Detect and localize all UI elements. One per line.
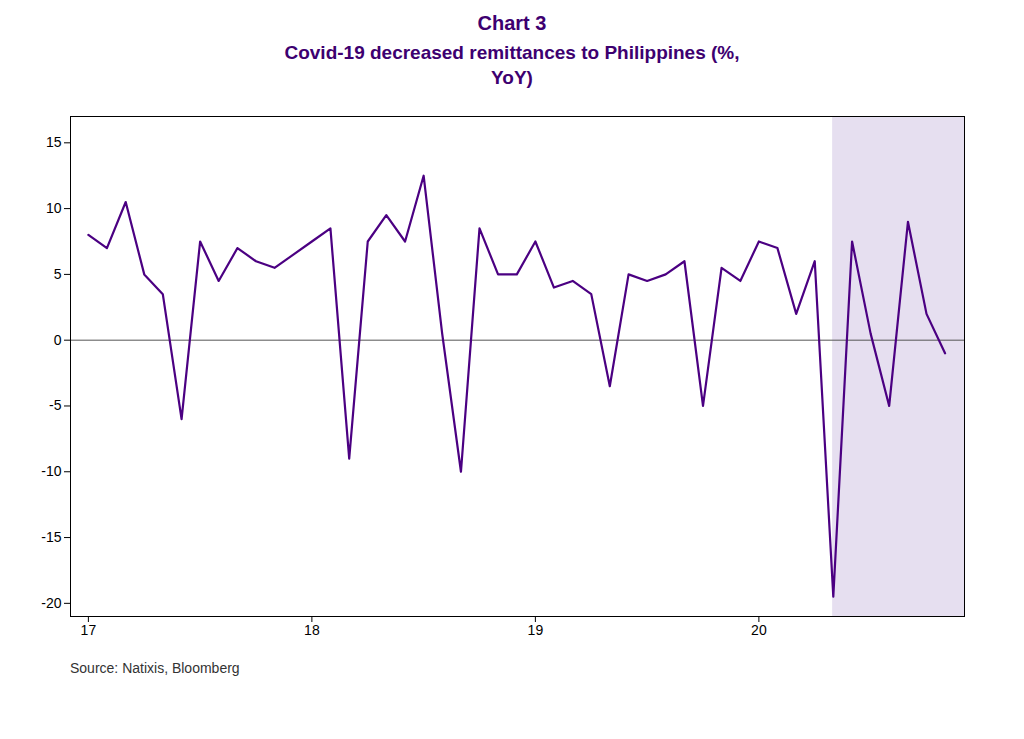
svg-text:5: 5 bbox=[54, 266, 62, 282]
html-text:Chart 3: Chart 3 bbox=[477, 12, 547, 34]
html-text:Covid-19 decreased remittances: Covid-19 decreased remittances to Philip… bbox=[284, 42, 740, 88]
svg-text:20: 20 bbox=[751, 623, 767, 639]
svg-text:10: 10 bbox=[46, 200, 62, 216]
svg-text:15: 15 bbox=[46, 135, 62, 151]
svg-text:-15: -15 bbox=[41, 529, 61, 545]
svg-text:-10: -10 bbox=[41, 464, 61, 480]
svg-text:-5: -5 bbox=[49, 398, 62, 414]
svg-text:0: 0 bbox=[54, 332, 62, 348]
svg-text:19: 19 bbox=[528, 623, 544, 639]
svg-text:17: 17 bbox=[81, 623, 97, 639]
svg-text:18: 18 bbox=[304, 623, 320, 639]
svg-text:-20: -20 bbox=[41, 595, 61, 611]
html-text:Source: Natixis, Bloomberg: Source: Natixis, Bloomberg bbox=[70, 660, 240, 677]
